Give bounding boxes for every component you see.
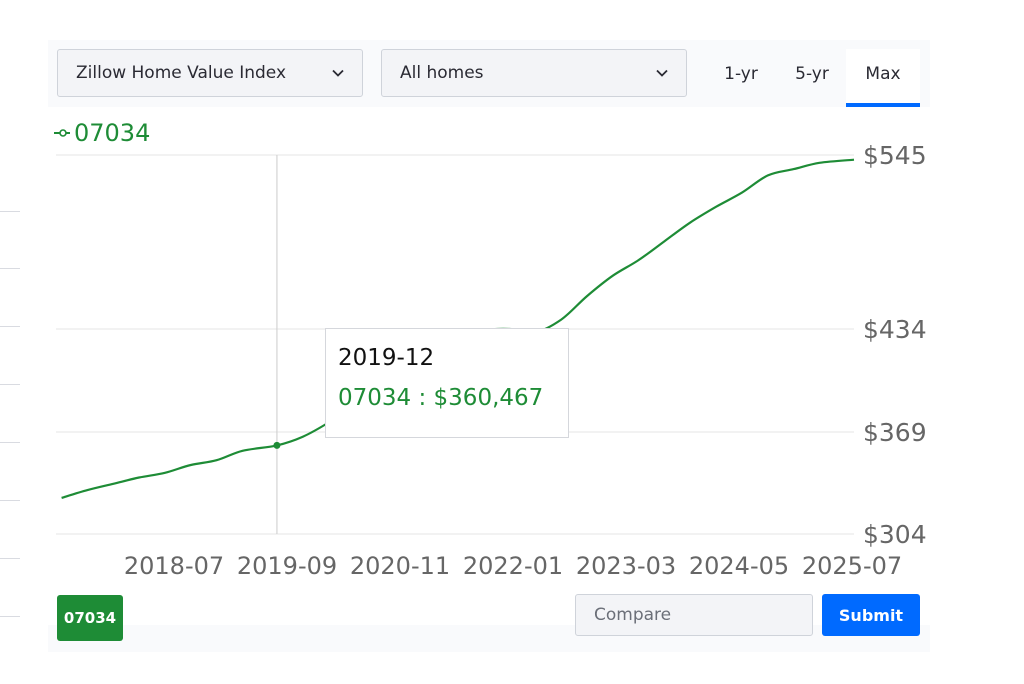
home-type-select-label: All homes bbox=[400, 63, 484, 83]
x-tick-label: 2020-11 bbox=[350, 552, 450, 580]
chevron-down-icon bbox=[656, 69, 668, 77]
zip-code-badge[interactable]: 07034 bbox=[57, 595, 123, 641]
chart-footer: 07034 Submit bbox=[48, 585, 930, 652]
chart-legend: 07034 bbox=[54, 119, 150, 147]
y-tick-label: $304 bbox=[863, 520, 927, 549]
y-tick-label: $369 bbox=[863, 418, 927, 447]
left-tick bbox=[0, 442, 20, 443]
home-value-chart-widget: Zillow Home Value Index All homes 1-yr 5… bbox=[48, 40, 930, 652]
x-tick-label: 2025-07 bbox=[802, 552, 902, 580]
y-tick-label: $545 bbox=[863, 141, 927, 170]
x-tick-label: 2019-09 bbox=[237, 552, 337, 580]
left-tick bbox=[0, 500, 20, 501]
range-tab-5yr[interactable]: 5-yr bbox=[795, 64, 829, 84]
range-tab-1yr[interactable]: 1-yr bbox=[724, 64, 758, 84]
y-tick-label: $434 bbox=[863, 315, 927, 344]
left-tick bbox=[0, 211, 20, 212]
left-tick bbox=[0, 616, 20, 617]
legend-series-label: 07034 bbox=[74, 119, 151, 147]
x-tick-label: 2024-05 bbox=[689, 552, 789, 580]
line-dot-marker-icon bbox=[54, 129, 70, 137]
chart-tooltip: 2019-12 07034 : $360,467 bbox=[325, 328, 569, 438]
chart-area: $545 $434 $369 $304 2018-07 2019-09 2020-11 20… bbox=[48, 107, 930, 625]
left-tick bbox=[0, 558, 20, 559]
x-tick-label: 2018-07 bbox=[124, 552, 224, 580]
tooltip-value: 07034 : $360,467 bbox=[338, 385, 544, 411]
left-tick bbox=[0, 384, 20, 385]
highlight-point bbox=[273, 441, 281, 449]
metric-select-label: Zillow Home Value Index bbox=[76, 63, 287, 83]
compare-input[interactable] bbox=[575, 594, 813, 636]
submit-button[interactable]: Submit bbox=[822, 594, 920, 636]
chevron-down-icon bbox=[332, 69, 344, 77]
metric-select[interactable]: Zillow Home Value Index bbox=[57, 49, 363, 97]
tooltip-date: 2019-12 bbox=[338, 345, 435, 371]
x-tick-label: 2022-01 bbox=[463, 552, 563, 580]
home-type-select[interactable]: All homes bbox=[381, 49, 687, 97]
left-tick bbox=[0, 268, 20, 269]
range-tab-max[interactable]: Max bbox=[846, 49, 920, 107]
left-tick bbox=[0, 326, 20, 327]
x-tick-label: 2023-03 bbox=[576, 552, 676, 580]
